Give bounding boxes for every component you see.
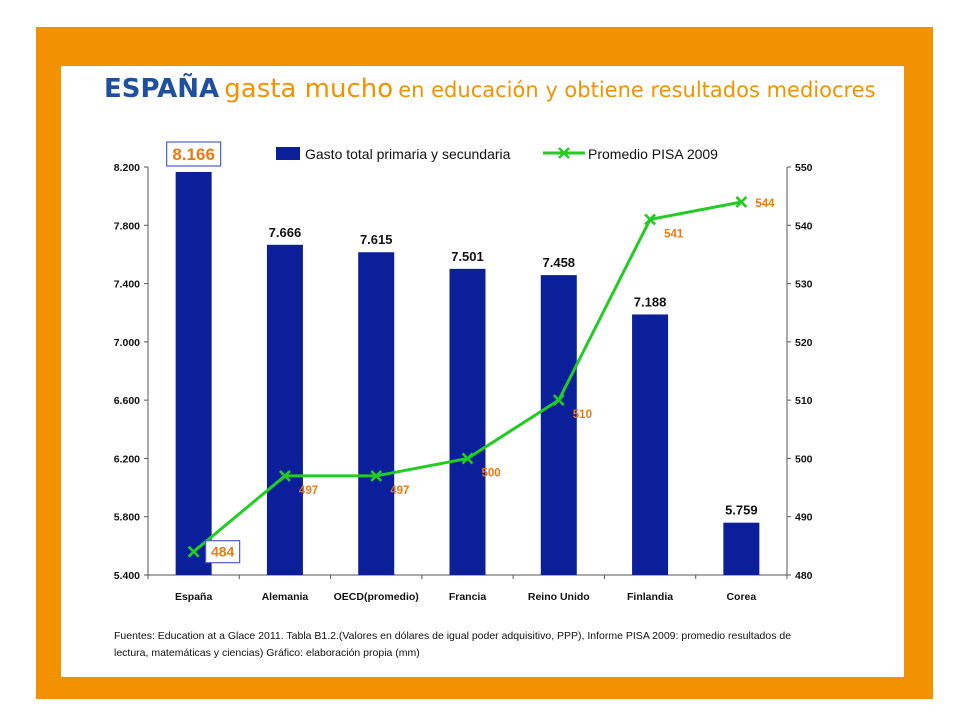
highlight-box — [205, 540, 241, 564]
slide-title: ESPAÑA gasta mucho en educación y obtien… — [104, 74, 876, 104]
x-tick-label: Finlandia — [627, 591, 673, 603]
y-left-tick-label: 6.600 — [114, 395, 140, 407]
bar-data-label: 7.188 — [634, 294, 667, 309]
bar — [358, 252, 395, 575]
bar — [449, 268, 486, 575]
line-data-label: 500 — [482, 467, 501, 479]
bar-data-label: 7.666 — [269, 225, 302, 240]
legend-label-bar: Gasto total primaria y secundaria — [305, 146, 511, 162]
y-left-tick-label: 7.800 — [114, 220, 140, 232]
line-point-marker — [279, 469, 291, 482]
bar-data-label: 7.458 — [543, 255, 576, 270]
y-right-tick-label: 480 — [795, 570, 813, 582]
x-tick-label: Corea — [726, 591, 756, 603]
line-data-label: 484 — [211, 544, 235, 560]
y-left-tick-label: 5.800 — [114, 512, 140, 524]
title-part-3: en educación y obtiene resultados medioc… — [398, 78, 876, 102]
y-right-tick-label: 510 — [795, 395, 813, 407]
bar — [175, 171, 212, 575]
line-data-label: 510 — [573, 409, 592, 421]
y-right-tick-label: 500 — [795, 453, 813, 465]
y-left-tick-label: 7.000 — [114, 337, 140, 349]
y-right-tick-label: 490 — [795, 512, 813, 524]
bar — [266, 244, 303, 575]
x-tick-label: OECD(promedio) — [334, 591, 419, 603]
bar-data-label: 8.166 — [172, 145, 215, 164]
x-tick-label: España — [175, 591, 213, 603]
line-point-marker — [370, 469, 383, 482]
line-data-label: 497 — [390, 485, 409, 497]
bar — [723, 522, 760, 575]
x-tick-label: Francia — [449, 591, 487, 603]
title-part-1: ESPAÑA — [104, 74, 220, 104]
line-data-label: 541 — [664, 228, 684, 240]
legend-swatch-bar — [276, 147, 300, 160]
line-point-marker — [735, 196, 748, 208]
bar-data-label: 5.759 — [725, 503, 758, 518]
line-data-label: 497 — [299, 485, 318, 497]
y-left-tick-label: 5.400 — [114, 570, 140, 582]
y-left-tick-label: 8.200 — [114, 162, 140, 174]
legend-marker-line — [558, 147, 570, 159]
y-right-tick-label: 520 — [795, 337, 813, 349]
title-part-2: gasta mucho — [224, 74, 394, 104]
x-tick-label: Reino Unido — [528, 591, 590, 603]
y-left-tick-label: 6.200 — [114, 453, 140, 465]
y-left-tick-label: 7.400 — [114, 279, 140, 291]
bar-data-label: 7.615 — [360, 232, 393, 247]
bar — [540, 275, 577, 575]
line-point-marker — [187, 545, 200, 558]
line-point-marker — [552, 394, 565, 407]
source-note: Fuentes: Education at a Glace 2011. Tabl… — [114, 630, 792, 659]
line-point-marker — [644, 213, 656, 226]
bar — [632, 314, 669, 575]
bar-data-label: 7.501 — [451, 249, 484, 264]
y-right-tick-label: 540 — [795, 220, 813, 232]
legend-label-line: Promedio PISA 2009 — [588, 146, 718, 162]
y-right-tick-label: 550 — [795, 162, 813, 174]
x-tick-label: Alemania — [262, 591, 309, 603]
line-data-label: 544 — [755, 198, 775, 210]
y-right-tick-label: 530 — [795, 279, 813, 291]
line-point-marker — [461, 452, 474, 465]
highlight-box — [166, 141, 222, 167]
